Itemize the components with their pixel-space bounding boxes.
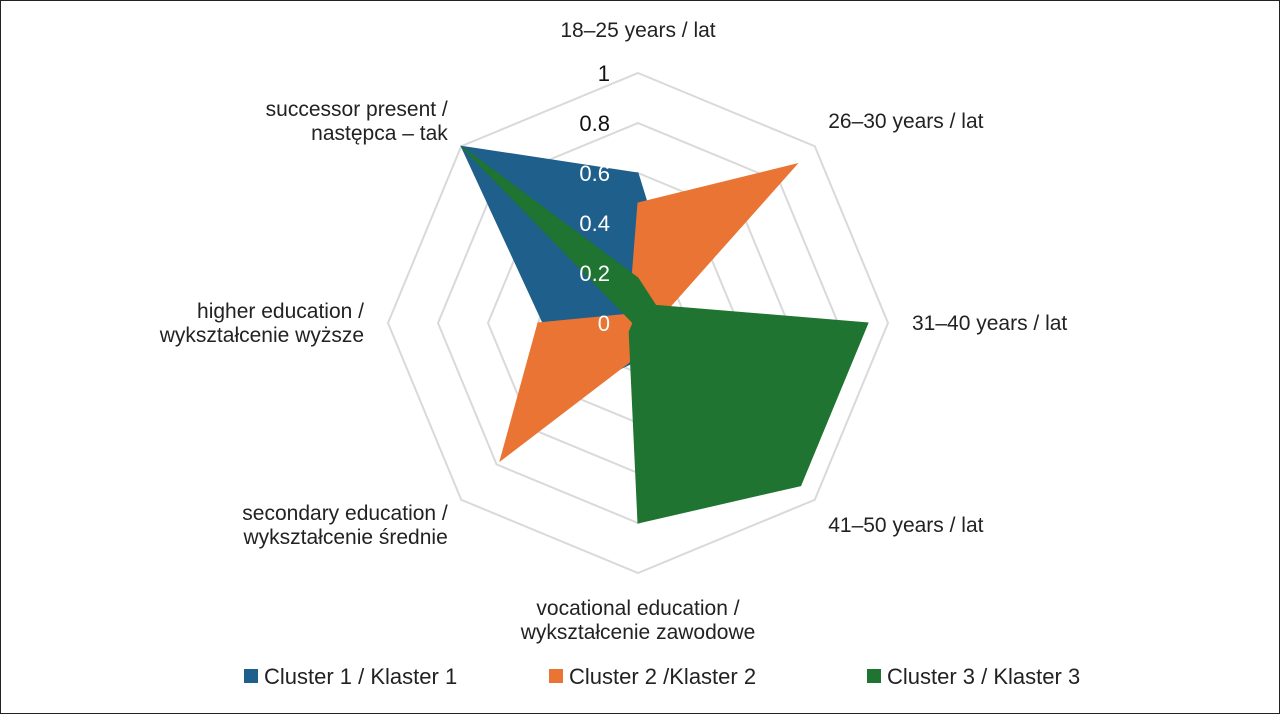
- tick-label: 0.8: [579, 111, 610, 136]
- tick-label: 1: [598, 61, 610, 86]
- tick-label: 0.6: [579, 161, 610, 186]
- legend: Cluster 1 / Klaster 1 Cluster 2 /Klaster …: [244, 664, 1080, 689]
- legend-label-cluster-2: Cluster 2 /Klaster 2: [569, 664, 756, 689]
- axis-label: następca – tak: [311, 122, 448, 145]
- series-area-cluster-3: [460, 145, 869, 524]
- axis-label: 18–25 years / lat: [560, 19, 715, 42]
- axis-label: vocational education /: [536, 597, 739, 620]
- tick-label: 0: [598, 311, 610, 336]
- axis-label: successor present /: [266, 98, 448, 121]
- axis-label: wykształcenie średnie: [243, 526, 448, 549]
- axis-label: wykształcenie zawodowe: [520, 621, 756, 644]
- legend-label-cluster-3: Cluster 3 / Klaster 3: [887, 664, 1080, 689]
- axis-label: 31–40 years / lat: [912, 312, 1067, 335]
- radial-tick-labels: 0 0.2 0.4 0.6 0.8 1: [579, 61, 610, 336]
- radar-series: [460, 145, 869, 524]
- axis-label: secondary education /: [242, 502, 448, 525]
- tick-label: 0.4: [579, 211, 610, 236]
- legend-label-cluster-1: Cluster 1 / Klaster 1: [264, 664, 457, 689]
- legend-swatch-cluster-1: [244, 669, 258, 683]
- axis-labels: 18–25 years / lat 26–30 years / lat 31–40 …: [159, 19, 1068, 644]
- legend-swatch-cluster-3: [867, 669, 881, 683]
- legend-swatch-cluster-2: [549, 669, 563, 683]
- grid-ring: [386, 71, 890, 575]
- axis-label: wykształcenie wyższe: [159, 324, 364, 347]
- axis-label: higher education /: [197, 300, 364, 323]
- axis-label: 26–30 years / lat: [828, 110, 983, 133]
- tick-label: 0.2: [579, 261, 610, 286]
- axis-label: 41–50 years / lat: [828, 514, 983, 537]
